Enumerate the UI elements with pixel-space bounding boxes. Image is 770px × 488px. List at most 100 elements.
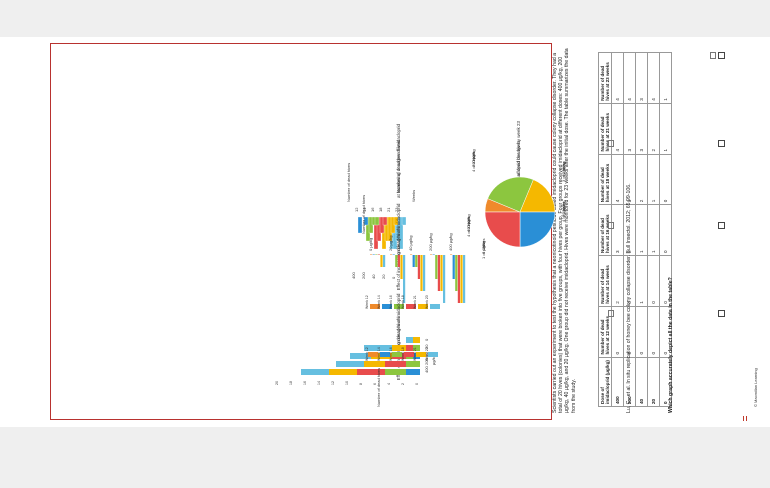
- bar3d-bar: [393, 216, 399, 226]
- stacked-bar-segment: [364, 345, 392, 351]
- stacked-bar-segment: [329, 369, 357, 375]
- grouped-bar: [383, 255, 386, 267]
- grouped-bar: [392, 254, 395, 255]
- stacked-bar-segment: [406, 369, 420, 375]
- table-cell: 400: [611, 357, 624, 407]
- stacked-bar-segment: [413, 337, 420, 343]
- table-cell: 3: [611, 204, 624, 256]
- grouped-bar: [410, 254, 413, 255]
- pie-slice-label: 25%: [481, 241, 486, 249]
- stacked-bar-segment: [357, 369, 385, 375]
- stacked-tick-label: 16: [303, 381, 307, 385]
- table-header-cell: Number of dead hives at 16 weeks: [598, 204, 612, 256]
- grouped-legend-label: Week 14: [377, 295, 381, 309]
- table-cell: 1: [635, 255, 648, 307]
- pie-title: at each imidacloprid dosage by week 23: [516, 120, 521, 201]
- stacked-legend-label: Week 21: [413, 347, 417, 361]
- bar3d-dose-label: 20: [381, 274, 386, 279]
- bar3d-dose-label: 400: [351, 272, 356, 279]
- grouped-legend-swatch: [370, 304, 380, 309]
- table-cell: 1: [659, 103, 672, 155]
- grouped-bar: [403, 255, 406, 303]
- stacked-legend-label: Week 12: [365, 347, 369, 361]
- pie-slice: [519, 211, 556, 248]
- grouped-bar: [390, 254, 393, 255]
- question-text: Which graph accurately depict all the da…: [668, 277, 674, 413]
- zoom-icon-grouped-bar[interactable]: [608, 222, 614, 229]
- grouped-bar: [450, 254, 453, 255]
- grouped-legend-label: Week 16: [389, 295, 393, 309]
- table-cell: 4: [611, 52, 624, 104]
- table-cell: 3: [635, 52, 648, 104]
- grouped-bar: [400, 255, 403, 279]
- grouped-title: on dead hives: [396, 226, 401, 255]
- grouped-category-label: 0 μg/kg: [368, 238, 373, 251]
- stacked-legend-label: Week 16: [389, 347, 393, 361]
- stacked-tick-label: 10: [345, 381, 349, 385]
- bar3d-dose-label: 40: [371, 274, 376, 279]
- grouped-legend-swatch: [382, 304, 392, 309]
- grouped-bar: [457, 255, 460, 303]
- table-header-cell: Number of dead hives at 23 weeks: [598, 52, 612, 104]
- pie-slice: [519, 179, 556, 213]
- grouped-bar: [370, 254, 373, 255]
- grouped-category-label: 20 μg/kg: [388, 236, 393, 251]
- stacked-bar-segment: [364, 361, 385, 367]
- stacked-tick-label: 6: [373, 383, 377, 385]
- bar3d-dose-label: 0: [391, 276, 396, 279]
- stacked-title: Effect of increasing dosages of imidaclo…: [396, 293, 401, 380]
- bar3d-bar: [363, 216, 369, 226]
- grouped-bar: [437, 255, 440, 291]
- stacked-legend-swatch: [416, 352, 426, 357]
- table-row: 400 0 2 3 4 4 4: [611, 52, 624, 407]
- grouped-bar: [432, 254, 435, 255]
- stacked-bar-segment: [385, 361, 406, 367]
- zoom-icon-pie[interactable]: [710, 52, 716, 59]
- stacked-legend-label: Week 14: [377, 347, 381, 361]
- zoom-icon-stacked-bar[interactable]: [608, 310, 614, 317]
- bar3d-week-label: 14: [362, 207, 367, 212]
- table-header-cell: Dose of imidacloprid (μg/kg): [598, 357, 612, 407]
- stacked-bar-segment: [413, 345, 420, 351]
- grouped-category-label: 400 μg/kg: [448, 233, 453, 251]
- option-radio-stacked-bar[interactable]: [718, 310, 725, 317]
- grouped-bar: [430, 254, 433, 255]
- table-cell: 3: [635, 103, 648, 155]
- zoom-icon-3d-bar[interactable]: [608, 140, 614, 147]
- table-cell: 0: [659, 204, 672, 256]
- citation: Lu, C., et al. In situ replication of ho…: [626, 53, 632, 413]
- stacked-legend-swatch: [392, 352, 402, 357]
- grouped-legend-swatch: [418, 304, 428, 309]
- pie-slice: [487, 176, 534, 213]
- pie-slice-label: 4 of 4 hives: [466, 217, 471, 237]
- stacked-tick-label: 20: [275, 381, 279, 385]
- stacked-xlabel: Number of dead hives: [376, 368, 381, 407]
- grouped-bar: [420, 255, 423, 291]
- pie-slice-label: 75%: [561, 164, 566, 172]
- table-cell: 1: [659, 52, 672, 104]
- stacked-tick-label: 14: [317, 381, 321, 385]
- stacked-bar-segment: [301, 369, 329, 375]
- pie-slice-label: 4 of 4 hives: [471, 152, 476, 172]
- option-radio-3d-bar[interactable]: [718, 140, 725, 147]
- option-radio-pie[interactable]: [718, 52, 725, 59]
- stacked-bar-segment: [406, 361, 420, 367]
- stacked-category-label: 200: [424, 358, 429, 365]
- rotated-page-content: © Macmillan Learning Scientists carried …: [0, 37, 770, 427]
- option-radio-grouped-bar[interactable]: [718, 222, 725, 229]
- table-cell: 0: [635, 306, 648, 358]
- grouped-bar: [460, 255, 463, 303]
- stacked-legend-label: Week 18: [401, 347, 405, 361]
- grouped-legend-label: Week 23: [425, 295, 429, 309]
- grouped-legend-swatch: [394, 304, 404, 309]
- pie-slice-label: 20 μg/kg: [561, 202, 566, 217]
- pie-slice-label: 100%: [471, 151, 476, 162]
- grouped-bar: [435, 255, 438, 279]
- pie-slice-label: 1 of 4 hives: [481, 239, 486, 259]
- bar3d-week-label: 18: [378, 207, 383, 212]
- stacked-bar-segment: [406, 337, 413, 343]
- grouped-category-label: 200 μg/kg: [428, 233, 433, 251]
- stacked-category-label: 0: [424, 338, 429, 341]
- bar3d-xlabel: Weeks: [411, 190, 416, 202]
- grouped-bar: [455, 255, 458, 291]
